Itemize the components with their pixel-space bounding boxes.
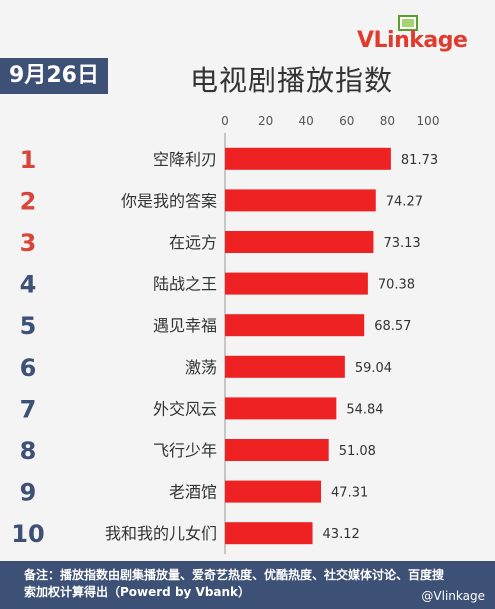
value-label: 51.08 (339, 444, 376, 459)
value-label: 43.12 (323, 527, 360, 542)
value-label: 73.13 (383, 236, 420, 251)
value-label: 74.27 (386, 194, 423, 209)
bar (225, 397, 337, 420)
category-label: 我和我的儿女们 (105, 524, 217, 543)
x-tick-label: 40 (299, 114, 314, 128)
rank-number: 10 (11, 520, 44, 548)
bar (225, 355, 345, 378)
weibo-watermark: @Vlinkage (421, 589, 485, 603)
bar (225, 480, 322, 503)
bar (225, 522, 313, 545)
category-label: 飞行少年 (153, 441, 217, 460)
x-tick-label: 60 (339, 114, 354, 128)
bar (225, 272, 368, 295)
category-label: 陆战之王 (153, 275, 217, 294)
rank-number: 9 (20, 479, 37, 507)
category-label: 外交风云 (153, 399, 217, 418)
footer-note: 备注：播放指数由剧集播放量、爱奇艺热度、优酷热度、社交媒体讨论、百度搜索加权计算… (24, 568, 445, 599)
bar (225, 147, 391, 170)
bar (225, 439, 329, 461)
rank-number: 4 (20, 271, 37, 299)
category-label: 空降利刃 (153, 150, 217, 169)
x-tick-label: 80 (380, 114, 395, 128)
logo-text: VLinkage (357, 28, 468, 53)
category-label: 老酒馆 (169, 483, 217, 502)
chart-title: 电视剧播放指数 (190, 64, 394, 97)
x-tick-label: 20 (258, 114, 273, 128)
x-tick-label: 100 (417, 114, 440, 128)
rank-number: 5 (20, 312, 37, 340)
bar (225, 189, 376, 212)
category-label: 在远方 (169, 233, 217, 252)
rank-number: 6 (20, 354, 37, 382)
value-label: 70.38 (378, 278, 415, 293)
rank-number: 3 (20, 229, 37, 257)
category-label: 你是我的答案 (121, 191, 217, 210)
x-tick-label: 0 (221, 114, 229, 128)
logo-icon (398, 15, 418, 31)
value-label: 68.57 (374, 319, 411, 334)
rank-number: 8 (20, 437, 37, 465)
vlinkage-logo: VLinkage (357, 14, 477, 53)
bar (225, 314, 365, 337)
rank-number: 7 (20, 395, 37, 423)
category-label: 激荡 (185, 358, 217, 377)
bar (225, 231, 374, 253)
category-label: 遇见幸福 (153, 316, 217, 335)
value-label: 54.84 (346, 402, 383, 417)
value-label: 59.04 (355, 361, 392, 376)
bar-chart: 0 20 40 60 80 100 1 空降利刃 81.73 2 你是我的答案 74.27 3 在远方 73… (11, 114, 440, 554)
date-badge: 9月26日 (0, 58, 108, 94)
value-label: 81.73 (401, 153, 438, 168)
rank-number: 1 (20, 146, 37, 174)
footer-banner: 备注：播放指数由剧集播放量、爱奇艺热度、优酷热度、社交媒体讨论、百度搜索加权计算… (0, 561, 495, 609)
value-label: 47.31 (331, 486, 368, 501)
rank-number: 2 (20, 187, 37, 215)
